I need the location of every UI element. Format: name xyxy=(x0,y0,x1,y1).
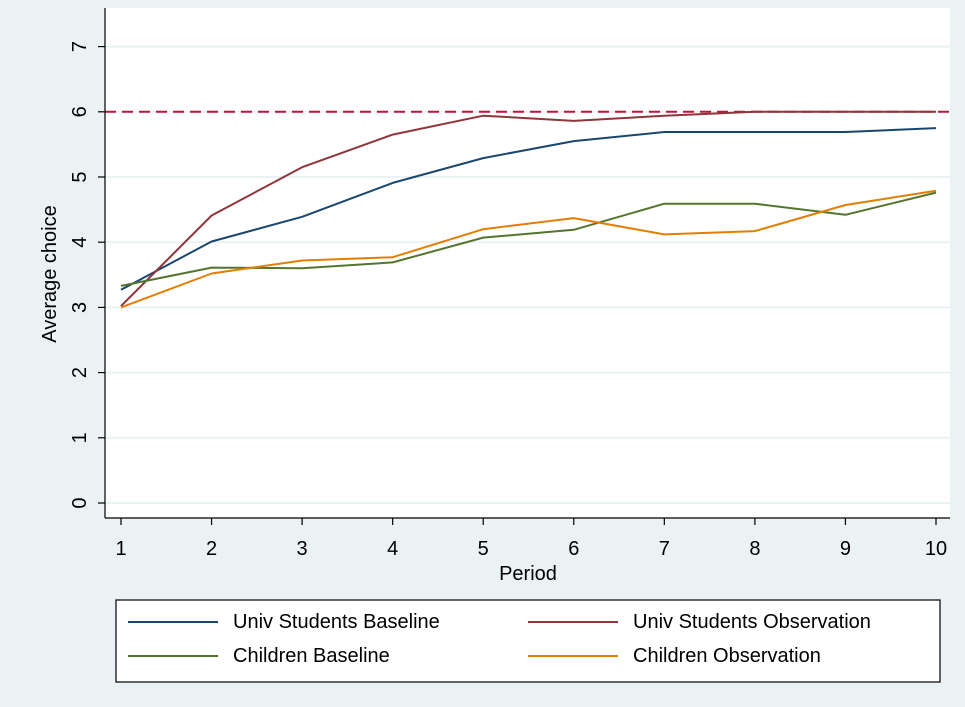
x-tick-label: 3 xyxy=(297,538,308,560)
series-line xyxy=(120,189,937,309)
plot-area xyxy=(105,8,950,518)
legend-label: Children Observation xyxy=(633,645,821,667)
x-tick-label: 9 xyxy=(840,538,851,560)
y-tick-label: 1 xyxy=(69,432,91,443)
x-tick-label: 2 xyxy=(206,538,217,560)
legend xyxy=(115,599,941,683)
x-tick-label: 6 xyxy=(568,538,579,560)
series-line xyxy=(120,127,937,291)
axes: 0 1 2 3 4 5 6 7 1 2 3 4 5 6 7 8 9 10 xyxy=(69,8,950,560)
y-tick-label: 3 xyxy=(69,302,91,313)
x-tick-label: 5 xyxy=(478,538,489,560)
series-line xyxy=(120,110,936,307)
legend-label: Univ Students Baseline xyxy=(233,611,440,633)
y-tick-label: 6 xyxy=(69,106,91,117)
x-tick-label: 10 xyxy=(925,538,947,560)
legend-label: Children Baseline xyxy=(233,645,390,667)
x-axis-title: Period xyxy=(499,563,557,585)
x-tick-label: 7 xyxy=(659,538,670,560)
y-tick-label: 2 xyxy=(69,367,91,378)
series-lines xyxy=(120,110,937,309)
legend-label: Univ Students Observation xyxy=(633,611,871,633)
y-tick-label: 0 xyxy=(69,497,91,508)
x-tick-label: 1 xyxy=(115,538,126,560)
x-tick-label: 4 xyxy=(387,538,398,560)
y-axis-title: Average choice xyxy=(39,205,61,343)
legend-entries: Univ Students Baseline Univ Students Obse… xyxy=(128,611,871,667)
y-tick-label: 5 xyxy=(69,171,91,182)
x-tick-label: 8 xyxy=(749,538,760,560)
y-tick-label: 4 xyxy=(69,237,91,248)
y-tick-label: 7 xyxy=(69,41,91,52)
